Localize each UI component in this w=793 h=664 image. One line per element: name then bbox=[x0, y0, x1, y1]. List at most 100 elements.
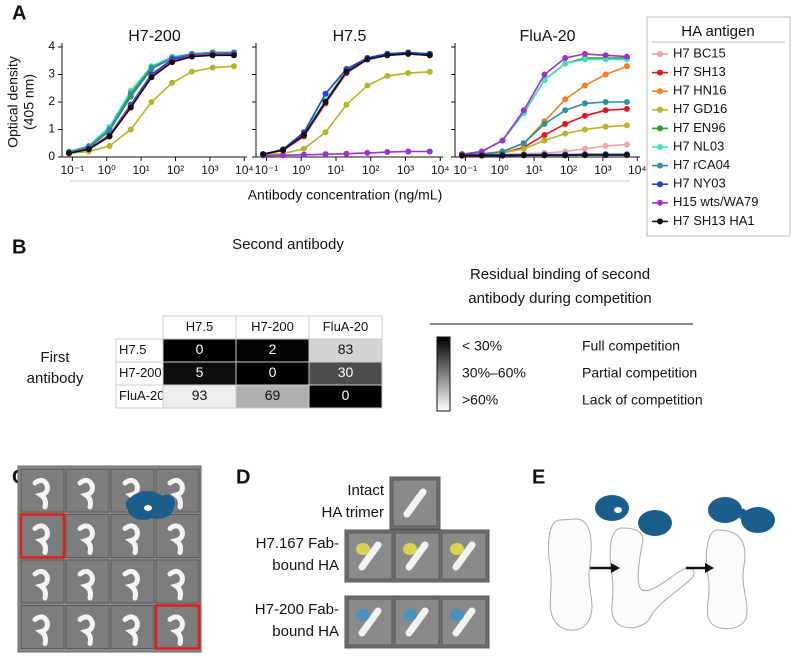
image-label: Intact bbox=[347, 482, 385, 499]
legend-label: H7 EN96 bbox=[673, 120, 726, 135]
particle bbox=[167, 614, 185, 646]
particle bbox=[452, 607, 476, 637]
table-title: Second antibody bbox=[232, 236, 344, 253]
data-point bbox=[541, 137, 548, 144]
data-point bbox=[520, 140, 527, 147]
legend-meaning: Lack of competition bbox=[582, 392, 703, 408]
data-point bbox=[581, 82, 588, 89]
legend-range: >60% bbox=[462, 392, 498, 408]
row-header: H7.5 bbox=[119, 342, 146, 357]
density-hole bbox=[144, 505, 152, 511]
row-header: FluA-20 bbox=[119, 388, 165, 403]
legend-marker bbox=[657, 69, 663, 76]
legend-marker bbox=[657, 144, 663, 150]
fab bbox=[450, 543, 464, 555]
data-point bbox=[209, 64, 216, 71]
data-point bbox=[322, 151, 329, 158]
particle bbox=[32, 614, 50, 646]
data-point bbox=[541, 71, 548, 78]
fab bbox=[403, 609, 417, 621]
data-point bbox=[562, 96, 569, 103]
data-point bbox=[85, 146, 92, 153]
cell-value: 2 bbox=[269, 341, 277, 357]
particle bbox=[358, 607, 382, 637]
data-point bbox=[127, 90, 134, 97]
density-fab bbox=[125, 491, 176, 520]
cell-value: 69 bbox=[265, 387, 281, 403]
data-point bbox=[426, 52, 433, 59]
data-point bbox=[343, 101, 350, 108]
data-point bbox=[148, 64, 155, 71]
fab-density bbox=[595, 495, 629, 521]
class-average bbox=[110, 605, 155, 649]
legend-label: H7 HN16 bbox=[673, 83, 726, 98]
data-point bbox=[322, 129, 329, 136]
x-tick-label: 10⁰ bbox=[491, 163, 509, 177]
legend-label: H7 SH13 bbox=[673, 64, 726, 79]
legend-marker bbox=[657, 218, 663, 225]
data-point bbox=[364, 82, 371, 89]
legend-label: H15 wts/WA79 bbox=[673, 194, 759, 209]
particle bbox=[405, 541, 429, 571]
cell-value: 0 bbox=[196, 341, 204, 357]
data-point bbox=[66, 150, 73, 157]
data-point bbox=[188, 68, 195, 75]
data-point bbox=[623, 141, 630, 148]
particle bbox=[405, 607, 429, 637]
data-point bbox=[520, 152, 527, 159]
legend-marker bbox=[657, 199, 663, 206]
data-point bbox=[602, 52, 609, 59]
legend-title: Residual binding of second bbox=[470, 266, 650, 283]
y-tick-label: 1 bbox=[48, 122, 55, 136]
data-point bbox=[300, 145, 307, 152]
class-average bbox=[65, 559, 110, 604]
data-point bbox=[260, 151, 267, 158]
legend-range: < 30% bbox=[462, 338, 502, 354]
data-point bbox=[322, 99, 329, 105]
y-tick-label: 3 bbox=[48, 67, 55, 81]
data-point bbox=[280, 147, 287, 154]
data-point bbox=[602, 99, 609, 105]
panel-label: A bbox=[12, 2, 26, 24]
legend-label: H7 NY03 bbox=[673, 176, 726, 191]
x-tick-label: 10⁴ bbox=[235, 163, 254, 177]
legend-marker bbox=[657, 162, 663, 169]
cell-value: 93 bbox=[192, 387, 208, 403]
highlight bbox=[154, 604, 201, 650]
row-title: First bbox=[40, 349, 70, 366]
data-point bbox=[581, 56, 588, 63]
data-point bbox=[405, 50, 412, 57]
data-point bbox=[581, 152, 588, 159]
row-header: H7-200 bbox=[119, 365, 162, 380]
data-point bbox=[169, 59, 176, 66]
cell-value: 30 bbox=[338, 364, 354, 380]
gradient-bar bbox=[436, 336, 451, 412]
legend-label: H7 NL03 bbox=[673, 138, 724, 153]
data-point bbox=[602, 56, 609, 63]
ha-density bbox=[547, 518, 593, 631]
data-point bbox=[541, 132, 548, 138]
column-header: FluA-20 bbox=[323, 319, 369, 334]
data-point bbox=[188, 53, 195, 60]
particle bbox=[167, 477, 185, 510]
x-tick-label: 10² bbox=[560, 163, 577, 177]
particle bbox=[122, 523, 140, 555]
x-tick-label: 10¹ bbox=[525, 163, 542, 177]
legend-title: HA antigen bbox=[681, 23, 754, 40]
x-tick-label: 10⁻¹ bbox=[255, 163, 279, 177]
class-average bbox=[65, 605, 110, 649]
x-tick-label: 10³ bbox=[201, 163, 218, 177]
ha-density bbox=[705, 529, 748, 630]
x-tick-label: 10³ bbox=[397, 163, 414, 177]
particle bbox=[122, 568, 140, 601]
data-point bbox=[106, 126, 113, 133]
x-tick-label: 10² bbox=[167, 163, 184, 177]
panel-b: Second antibody H7.5 H7-200 FluA-20 H7.5 0 2 83… bbox=[27, 236, 703, 412]
class-average bbox=[20, 468, 65, 513]
data-point bbox=[148, 74, 155, 81]
cell-value: 0 bbox=[269, 364, 277, 380]
class-average bbox=[20, 514, 65, 558]
cell-value: 0 bbox=[342, 387, 350, 403]
particle bbox=[32, 568, 50, 601]
